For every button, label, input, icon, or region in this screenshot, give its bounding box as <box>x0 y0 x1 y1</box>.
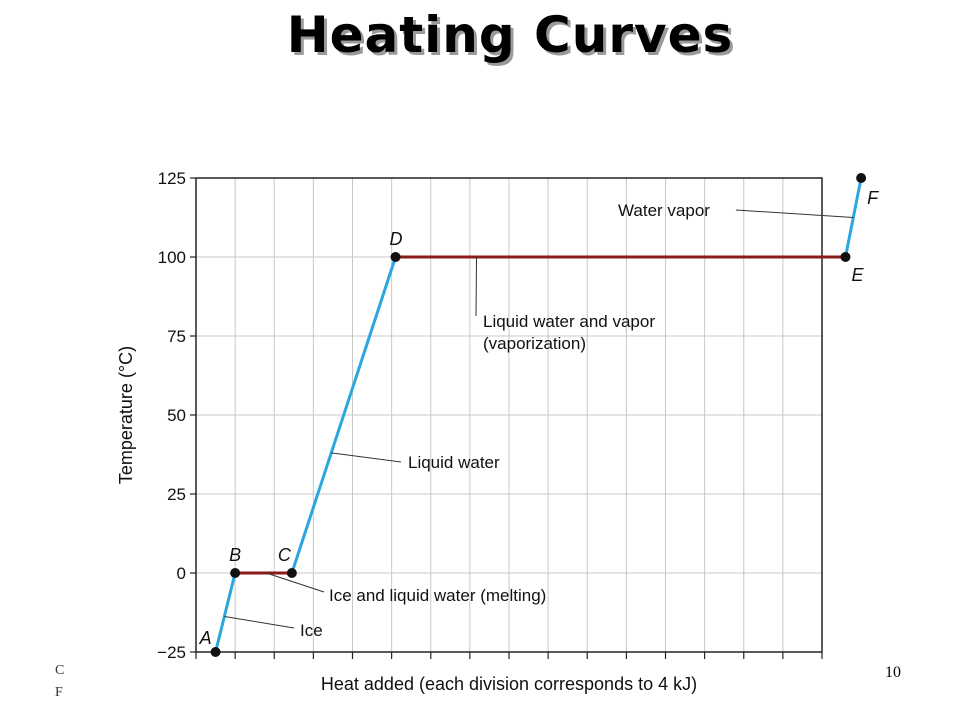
segment-A-B <box>214 571 237 654</box>
y-tick-label: 100 <box>158 248 186 267</box>
point-A <box>210 647 221 657</box>
annotation-label: Water vapor <box>618 201 710 220</box>
segment-C-D <box>290 255 398 575</box>
annotation-label: Ice and liquid water (melting) <box>329 586 546 605</box>
annotation-label: Liquid water <box>408 453 500 472</box>
slide-number: 10 <box>885 664 901 681</box>
y-tick-label: 0 <box>177 564 186 583</box>
annotation-label: (vaporization) <box>483 334 586 353</box>
slide-title: Heating Curves <box>286 6 734 64</box>
y-axis-label: Temperature (°C) <box>116 346 136 484</box>
annotation-leader <box>224 615 295 629</box>
footer-line-2: F <box>55 685 63 700</box>
y-tick-label: 75 <box>167 327 186 346</box>
annotation-label: Ice <box>300 621 323 640</box>
point-B <box>230 568 241 578</box>
point-label-F: F <box>867 188 879 208</box>
y-tick-label: 25 <box>167 485 186 504</box>
annotation-leader <box>475 256 478 317</box>
annotation-leader <box>266 572 325 593</box>
point-C <box>286 568 297 578</box>
point-D <box>390 252 401 262</box>
y-tick-label: 125 <box>158 169 186 188</box>
annotation-leader <box>331 452 402 463</box>
point-label-D: D <box>390 229 403 249</box>
point-F <box>856 173 867 183</box>
footer-text: C F <box>55 660 67 704</box>
x-axis-label: Heat added (each division corresponds to… <box>321 674 697 694</box>
footer-line-1: C <box>55 663 65 678</box>
y-tick-label: 50 <box>167 406 186 425</box>
point-label-E: E <box>851 265 864 285</box>
y-tick-label: −25 <box>157 643 186 662</box>
point-E <box>840 252 851 262</box>
annotation-label: Liquid water and vapor <box>483 312 655 331</box>
point-label-A: A <box>199 628 212 648</box>
point-label-B: B <box>229 545 241 565</box>
point-label-C: C <box>278 545 292 565</box>
annotation-leader <box>735 209 854 218</box>
